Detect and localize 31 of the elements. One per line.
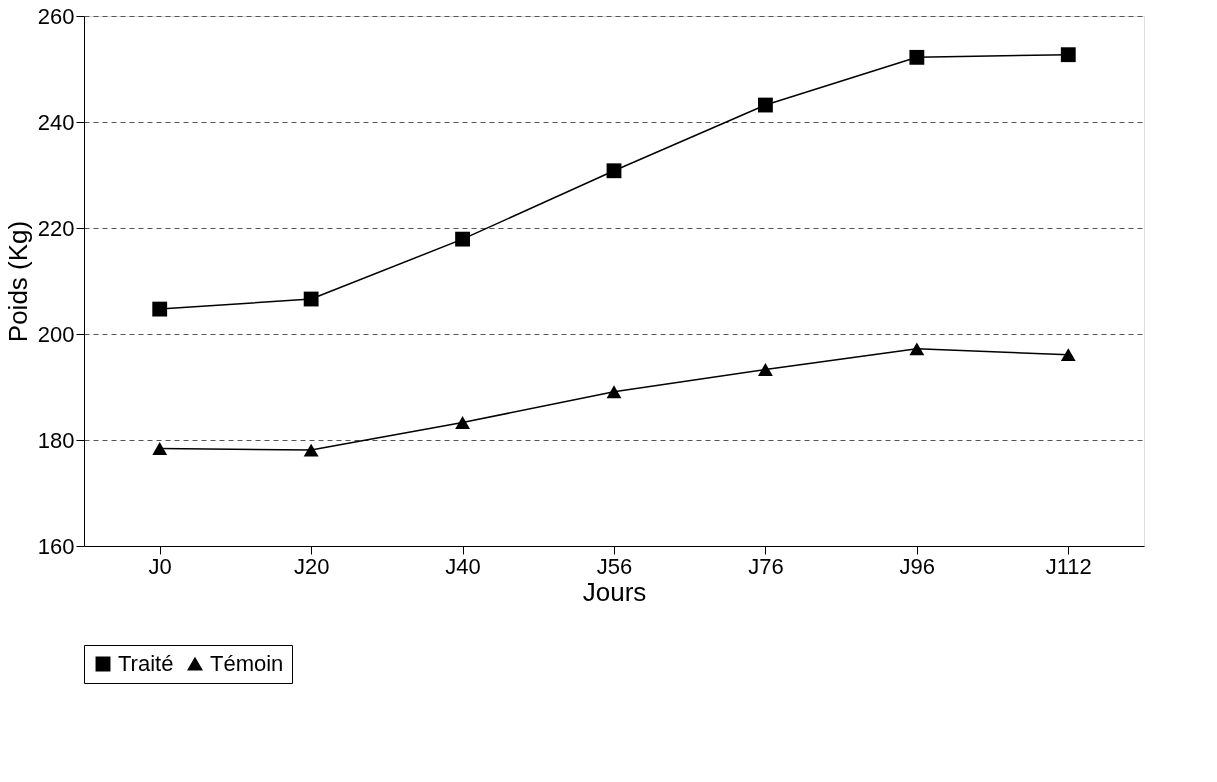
point [758, 97, 773, 113]
y-tick-label: 160 [37, 533, 75, 559]
point [606, 163, 622, 179]
point [455, 416, 470, 429]
point [152, 442, 168, 455]
point [606, 385, 622, 399]
point [758, 363, 773, 376]
x-tick-label: J20 [293, 553, 330, 579]
x-tick-label: J0 [148, 553, 172, 579]
point [1060, 348, 1076, 362]
point [455, 231, 470, 247]
point [303, 291, 319, 307]
point [909, 49, 925, 65]
point [152, 301, 168, 317]
y-tick-label: 180 [37, 427, 75, 453]
legend-label: Traité [118, 651, 174, 676]
y-tick-label: 200 [37, 321, 75, 347]
y-axis-title: Poids (Kg) [2, 220, 33, 343]
y-tick-label: 240 [37, 109, 75, 135]
y-tick-label: 260 [37, 3, 75, 29]
legend-label: Témoin [210, 651, 284, 676]
y-tick-label: 220 [37, 215, 75, 241]
x-tick-label: J96 [899, 553, 936, 579]
point [303, 443, 319, 457]
x-tick-label: J56 [596, 553, 633, 579]
point [909, 342, 925, 356]
x-tick-label: J76 [748, 553, 784, 579]
x-axis-title: Jours [582, 576, 647, 607]
x-tick-label: J112 [1045, 553, 1092, 579]
point [1060, 47, 1076, 63]
x-tick-label: J40 [445, 553, 481, 579]
